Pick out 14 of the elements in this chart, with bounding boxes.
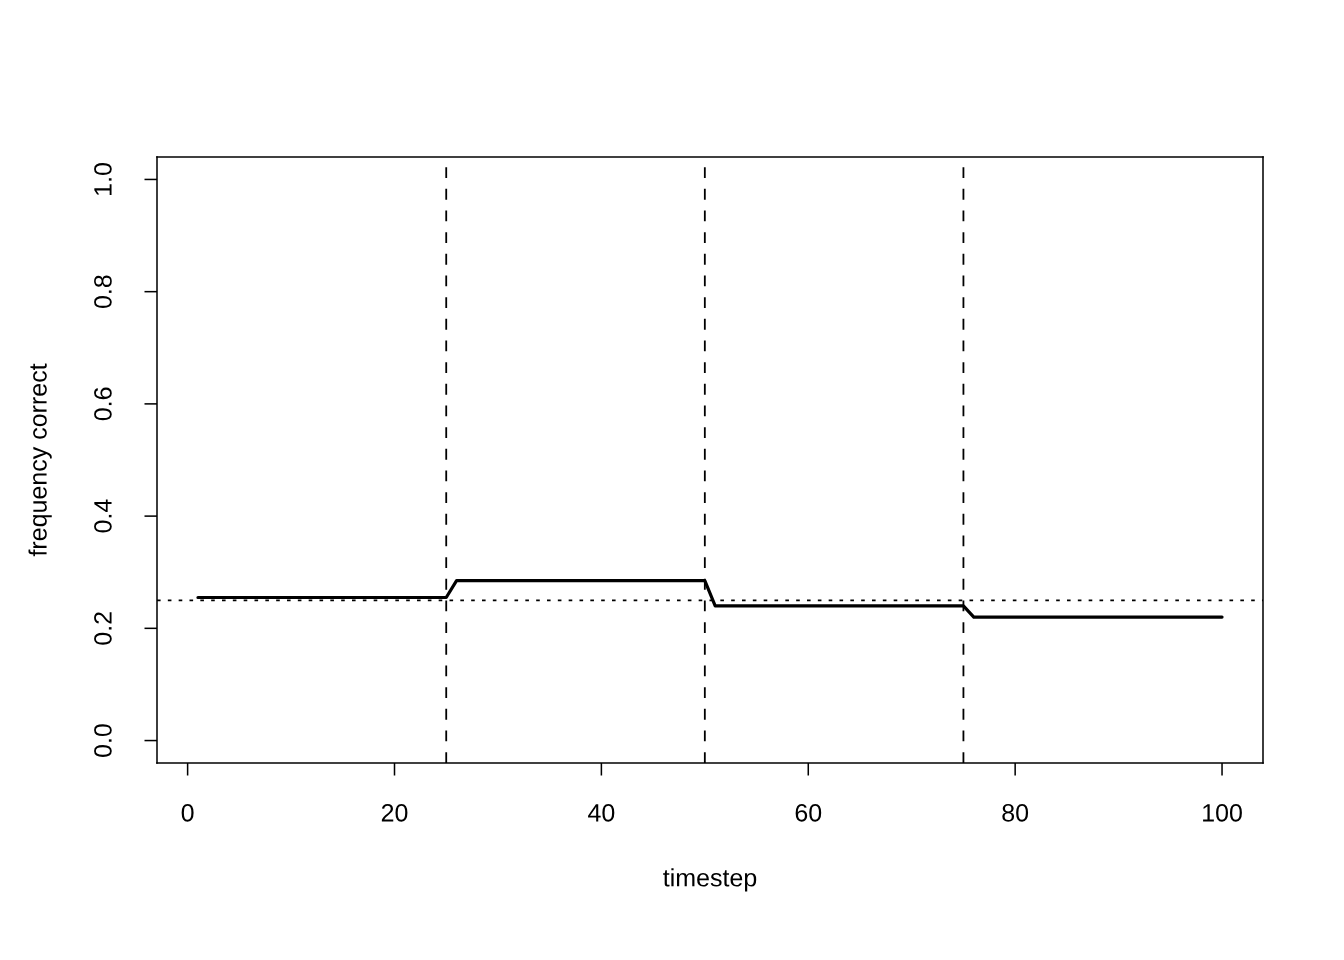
- x-axis-title: timestep: [663, 868, 757, 892]
- x-tick-label: 0: [181, 803, 194, 822]
- y-tick-label: 0.6: [94, 387, 112, 421]
- y-tick-label: 0.8: [94, 275, 112, 309]
- y-tick-label: 0.2: [94, 612, 112, 645]
- x-tick-label: 60: [795, 803, 822, 822]
- y-tick-label: 0.4: [94, 499, 112, 533]
- y-tick-label: 1.0: [94, 163, 112, 195]
- x-tick-label: 20: [381, 803, 408, 822]
- x-tick-label: 100: [1203, 803, 1242, 822]
- x-tick-label: 80: [1002, 803, 1029, 822]
- y-tick-label: 0.0: [94, 724, 112, 757]
- x-tick-label: 40: [588, 803, 615, 822]
- y-axis-title: frequency correct: [28, 363, 52, 557]
